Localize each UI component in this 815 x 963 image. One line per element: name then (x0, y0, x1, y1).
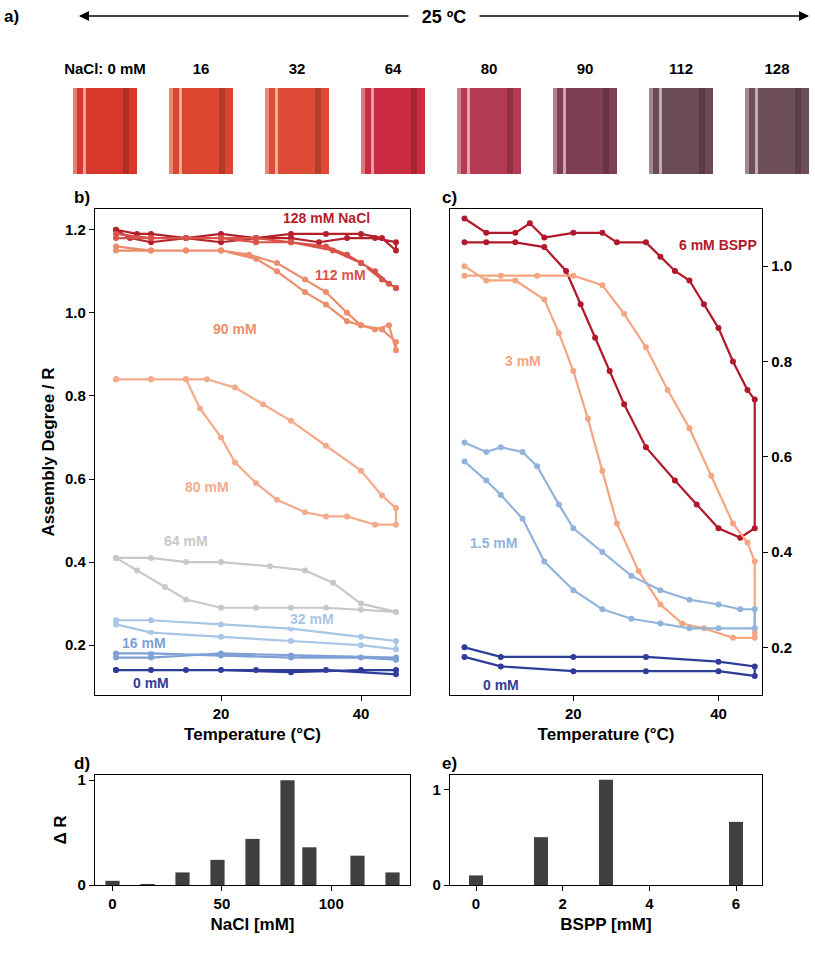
svg-text:1.2: 1.2 (65, 221, 86, 238)
svg-text:0 mM: 0 mM (133, 675, 169, 691)
svg-text:0: 0 (77, 876, 85, 893)
svg-text:0: 0 (108, 895, 116, 912)
svg-text:b): b) (74, 188, 90, 207)
svg-text:c): c) (442, 188, 457, 207)
svg-text:20: 20 (565, 705, 582, 722)
svg-text:80: 80 (481, 60, 498, 77)
svg-text:4: 4 (645, 895, 654, 912)
svg-text:0.6: 0.6 (65, 470, 86, 487)
svg-text:BSPP [mM]: BSPP [mM] (560, 915, 651, 934)
svg-text:0.6: 0.6 (771, 448, 792, 465)
svg-text:e): e) (442, 754, 457, 773)
svg-text:20: 20 (213, 705, 230, 722)
svg-text:32 mM: 32 mM (290, 611, 334, 627)
svg-text:3 mM: 3 mM (505, 353, 541, 369)
svg-text:40: 40 (710, 705, 727, 722)
svg-text:32: 32 (289, 60, 306, 77)
svg-text:40: 40 (353, 705, 370, 722)
svg-text:6 mM BSPP: 6 mM BSPP (679, 237, 757, 253)
svg-text:Assembly Degree / R: Assembly Degree / R (39, 367, 58, 536)
svg-text:50: 50 (214, 895, 231, 912)
svg-text:Δ R: Δ R (51, 815, 70, 844)
svg-text:0: 0 (432, 876, 440, 893)
svg-text:1.0: 1.0 (65, 304, 86, 321)
svg-text:0.4: 0.4 (65, 553, 87, 570)
svg-text:90: 90 (577, 60, 594, 77)
svg-text:0.2: 0.2 (65, 636, 86, 653)
svg-text:a): a) (4, 7, 19, 26)
svg-text:25 ºC: 25 ºC (422, 7, 467, 27)
svg-text:2: 2 (558, 895, 566, 912)
svg-text:0 mM: 0 mM (483, 677, 519, 693)
svg-text:1.0: 1.0 (771, 257, 792, 274)
svg-text:NaCl: 0 mM: NaCl: 0 mM (64, 60, 146, 77)
svg-text:d): d) (74, 754, 90, 773)
svg-text:128: 128 (764, 60, 789, 77)
svg-text:1.5 mM: 1.5 mM (470, 535, 517, 551)
svg-text:16: 16 (193, 60, 210, 77)
svg-text:0.8: 0.8 (771, 353, 792, 370)
svg-text:0.2: 0.2 (771, 639, 792, 656)
svg-text:100: 100 (319, 895, 344, 912)
svg-text:64 mM: 64 mM (164, 533, 208, 549)
svg-text:Temperature (°C): Temperature (°C) (184, 725, 321, 744)
svg-text:1: 1 (432, 781, 440, 798)
svg-text:0: 0 (472, 895, 480, 912)
svg-text:1: 1 (77, 771, 85, 788)
svg-text:90 mM: 90 mM (213, 321, 257, 337)
svg-text:Temperature (°C): Temperature (°C) (538, 725, 675, 744)
svg-text:112: 112 (669, 60, 693, 77)
svg-text:64: 64 (385, 60, 402, 77)
svg-text:NaCl [mM]: NaCl [mM] (210, 915, 294, 934)
svg-text:6: 6 (732, 895, 740, 912)
svg-text:112 mM: 112 mM (315, 267, 366, 283)
svg-text:80 mM: 80 mM (185, 479, 229, 495)
svg-text:0.4: 0.4 (771, 543, 793, 560)
svg-text:0.8: 0.8 (65, 387, 86, 404)
svg-text:16 mM: 16 mM (122, 635, 166, 651)
svg-text:128 mM NaCl: 128 mM NaCl (283, 210, 370, 226)
